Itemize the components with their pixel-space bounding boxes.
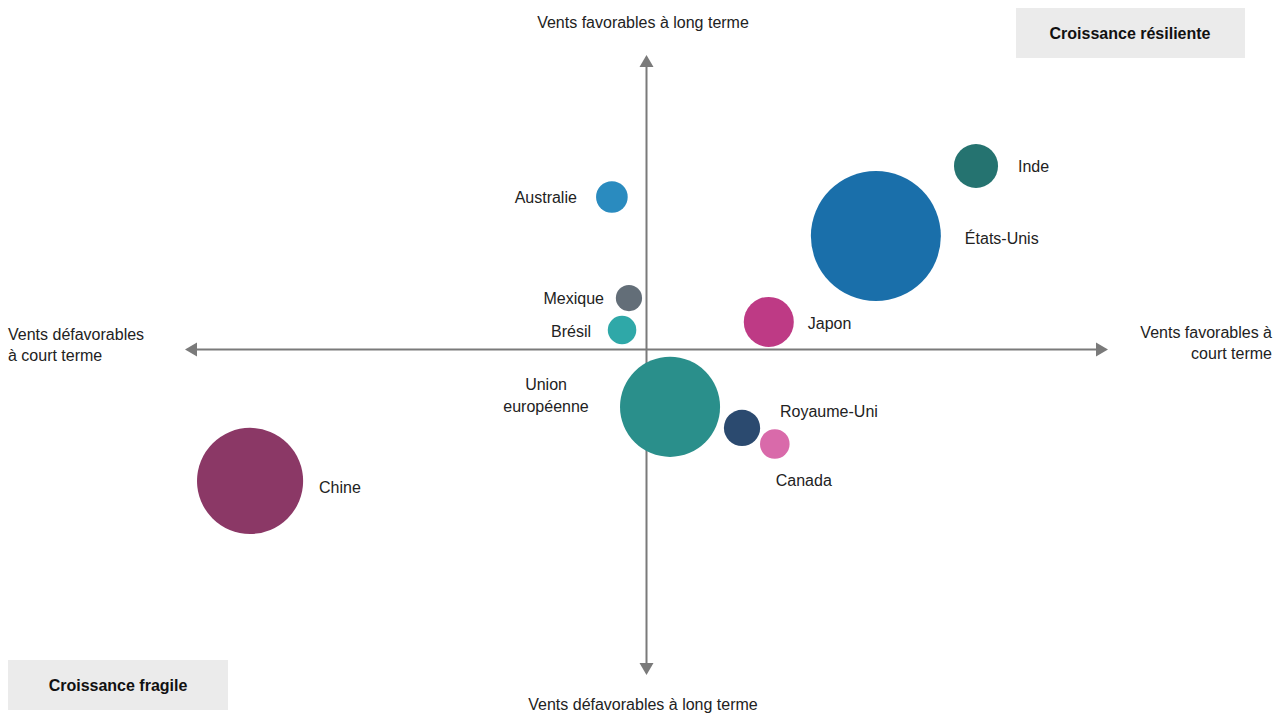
bubble-label: Australie — [515, 189, 577, 206]
axis-arrow — [640, 663, 654, 675]
bubble — [760, 429, 790, 459]
bubble-label: Union européenne — [503, 376, 589, 415]
bubble-label: Mexique — [543, 290, 604, 307]
axis-label: Vents favorables à — [1140, 324, 1272, 341]
bubble-label-line: Union — [525, 376, 567, 393]
quadrant-box — [8, 660, 228, 710]
axis-label: à court terme — [8, 347, 102, 364]
chart: Vents favorables à long terme Vents défav… — [0, 0, 1280, 720]
bubble — [608, 316, 637, 345]
bubble — [744, 297, 794, 347]
bubble-label: Chine — [319, 479, 361, 496]
bubble — [596, 181, 628, 213]
quadrant-label: Croissance résiliente — [1050, 25, 1211, 42]
bubble — [616, 285, 642, 311]
bubble-label: Canada — [776, 472, 832, 489]
bubble-label: Brésil — [551, 323, 591, 340]
bubble — [954, 144, 998, 188]
bubbles — [197, 144, 998, 534]
axis-arrow — [640, 55, 654, 67]
bubble — [197, 428, 303, 534]
axis-arrow — [185, 343, 197, 357]
bubble-label-line: européenne — [503, 398, 589, 415]
bubble-label: Inde — [1018, 158, 1049, 175]
bubble — [724, 410, 760, 446]
quadrant-box — [1016, 8, 1245, 58]
bubble-label: Japon — [808, 315, 852, 332]
bubble — [811, 171, 941, 301]
axis-arrow — [1096, 343, 1108, 357]
axis-label: Vents défavorables — [8, 326, 144, 343]
axis-label: court terme — [1191, 345, 1272, 362]
axis-label: Vents défavorables à long terme — [528, 696, 758, 713]
bubble-label: États-Unis — [965, 229, 1039, 247]
bubble — [620, 357, 720, 457]
bubble-label: Royaume-Uni — [780, 403, 878, 420]
quadrant-label: Croissance fragile — [49, 677, 188, 694]
axis-label: Vents favorables à long terme — [537, 14, 749, 31]
